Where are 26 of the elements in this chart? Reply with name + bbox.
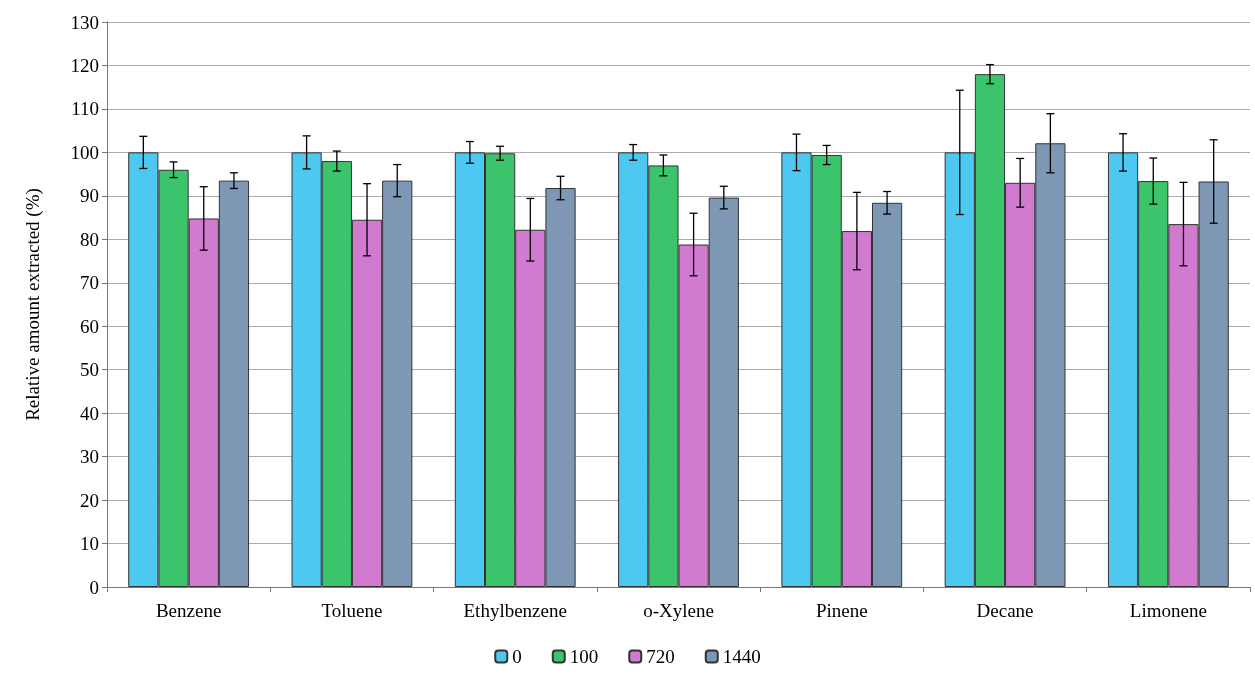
y-axis-title: Relative amount extracted (%) (22, 188, 44, 421)
x-tick-label: Toluene (321, 600, 383, 621)
y-tick-label: 20 (80, 489, 99, 511)
y-tick-label: 80 (80, 228, 99, 250)
y-tick-label: 10 (80, 533, 99, 555)
x-tick-label: Ethylbenzene (463, 600, 567, 621)
y-tick-label: 30 (80, 446, 99, 468)
x-tick-label: Pinene (815, 600, 868, 621)
y-tick-label: 50 (80, 359, 99, 381)
y-tick-label: 130 (70, 11, 99, 33)
x-tick-label: Benzene (155, 600, 222, 621)
y-tick-label: 60 (80, 315, 99, 337)
x-tick-label: Decane (976, 600, 1034, 621)
y-tick-label: 40 (80, 402, 99, 424)
legend-label: 1440 (722, 646, 761, 667)
y-tick-label: 0 (89, 576, 99, 598)
y-tick-label: 90 (80, 185, 99, 207)
legend-label: 0 (512, 646, 522, 667)
y-tick-label: 70 (80, 272, 99, 294)
legend-label: 100 (569, 646, 599, 667)
y-tick-label: 100 (70, 141, 99, 163)
legend-label: 720 (646, 646, 675, 667)
x-tick-label: o-Xylene (643, 600, 714, 621)
x-tick-label: Limonene (1129, 600, 1207, 621)
y-tick-label: 110 (71, 98, 99, 120)
y-tick-label: 120 (70, 54, 99, 76)
